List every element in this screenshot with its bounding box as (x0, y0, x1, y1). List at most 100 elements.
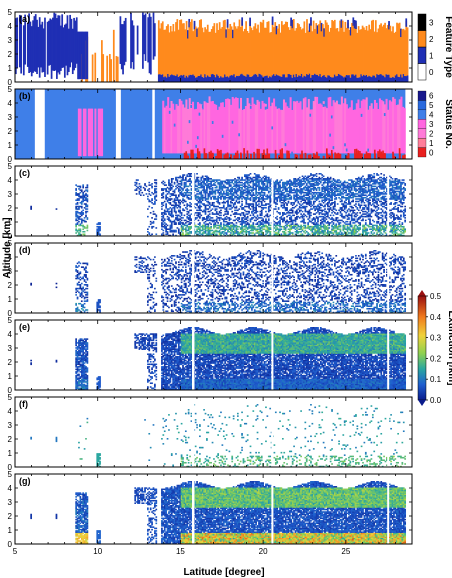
extinction-cell (345, 191, 347, 194)
extinction-cell (260, 230, 263, 233)
extinction-cell (215, 212, 218, 214)
extinction-cell (319, 196, 322, 199)
extinction-cell (183, 199, 186, 202)
extinction-cell (357, 176, 360, 179)
extinction-cell (180, 184, 183, 186)
status-cell (370, 103, 373, 154)
extinction-cell (220, 225, 222, 228)
extinction-cell (317, 204, 319, 207)
extinction-cell (289, 198, 291, 200)
feature-cell (381, 75, 384, 82)
extinction-cell (206, 184, 208, 186)
extinction-cell (152, 193, 155, 195)
extinction-cell (273, 234, 276, 236)
extinction-cell (244, 181, 246, 184)
extinction-cell (363, 181, 366, 184)
extinction-cell (318, 189, 321, 191)
feature-cell (300, 29, 303, 74)
extinction-cell (218, 224, 221, 227)
extinction-cell (196, 203, 198, 205)
extinction-cell (78, 217, 80, 219)
feature-cell (333, 74, 336, 82)
extinction-cell (328, 208, 331, 210)
extinction-cell (255, 195, 257, 198)
extinction-cell (297, 189, 300, 191)
extinction-cell (294, 180, 297, 183)
extinction-cell (186, 191, 189, 194)
extinction-cell (229, 181, 232, 184)
feature-cell (263, 27, 266, 77)
feature-cell (197, 27, 200, 76)
extinction-cell (317, 191, 319, 194)
extinction-cell (207, 196, 210, 199)
extinction-cell (217, 191, 220, 194)
feature-cell (308, 23, 311, 32)
extinction-cell (210, 184, 212, 186)
extinction-cell (184, 234, 187, 236)
extinction-cell (218, 230, 221, 233)
extinction-cell (210, 193, 212, 195)
extinction-cell (208, 229, 211, 232)
feature-cell (161, 21, 164, 75)
extinction-cell (334, 195, 336, 198)
extinction-cell (207, 180, 210, 183)
extinction-cell (175, 195, 177, 198)
extinction-cell (363, 210, 366, 213)
extinction-cell (183, 191, 186, 194)
extinction-cell (262, 195, 265, 198)
extinction-cell (206, 181, 208, 184)
extinction-cell (177, 219, 180, 222)
extinction-cell (345, 207, 347, 209)
extinction-cell (273, 183, 276, 185)
extinction-cell (341, 199, 343, 202)
extinction-cell (281, 219, 284, 222)
feature-cell (220, 28, 222, 77)
extinction-cell (322, 195, 325, 198)
extinction-cell (294, 194, 297, 196)
extinction-cell (229, 190, 232, 193)
extinction-cell (203, 232, 205, 234)
extinction-cell (256, 210, 259, 213)
feature-cell (278, 75, 281, 82)
extinction-cell (355, 184, 357, 186)
extinction-cell (356, 178, 359, 180)
extinction-cell (239, 181, 242, 184)
extinction-cell (321, 179, 324, 181)
extinction-cell (147, 228, 149, 230)
extinction-cell (266, 227, 269, 229)
extinction-cell (79, 196, 82, 199)
extinction-cell (242, 214, 245, 217)
extinction-cell (352, 210, 354, 213)
extinction-cell (155, 181, 158, 184)
extinction-cell (349, 185, 352, 188)
extinction-cell (246, 191, 249, 194)
extinction-cell (357, 191, 360, 194)
extinction-cell (199, 223, 201, 225)
extinction-cell (356, 214, 359, 217)
extinction-cell (201, 229, 204, 232)
extinction-cell (317, 227, 319, 229)
y-tick-label: 3 (8, 113, 13, 122)
extinction-cell (180, 224, 183, 227)
extinction-cell (311, 194, 314, 196)
extinction-cell (204, 193, 207, 195)
extinction-cell (203, 204, 205, 207)
extinction-cell (343, 196, 346, 199)
extinction-cell (353, 184, 356, 186)
extinction-cell (173, 201, 176, 204)
extinction-cell (244, 230, 246, 233)
extinction-cell (255, 219, 257, 222)
extinction-cell (335, 224, 338, 227)
extinction-cell (353, 230, 356, 233)
extinction-cell (253, 183, 256, 185)
extinction-cell (277, 222, 280, 224)
extinction-cell (248, 198, 250, 200)
extinction-cell (328, 210, 331, 213)
extinction-cell (86, 198, 89, 200)
extinction-cell (319, 225, 322, 228)
feature-cell (259, 21, 262, 75)
extinction-cell (194, 203, 197, 205)
extinction-cell (371, 195, 374, 198)
feature-cell (310, 20, 312, 78)
extinction-cell (266, 186, 269, 189)
